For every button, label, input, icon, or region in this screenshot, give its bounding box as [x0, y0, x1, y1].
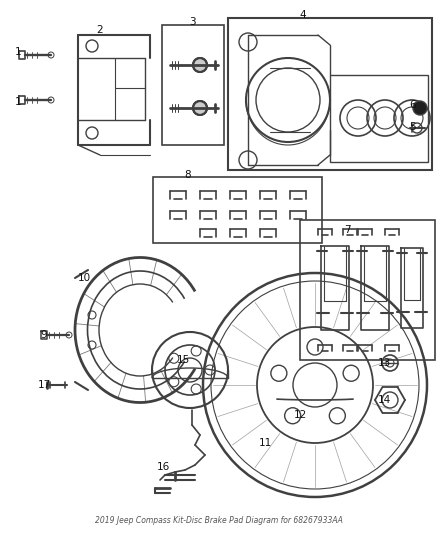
- Text: 11: 11: [258, 438, 272, 448]
- Text: 17: 17: [37, 380, 51, 390]
- Bar: [153, 177, 322, 243]
- Text: 3: 3: [189, 17, 195, 27]
- Text: 6: 6: [410, 100, 416, 110]
- Text: 8: 8: [185, 170, 191, 180]
- Text: 5: 5: [410, 122, 416, 132]
- Circle shape: [193, 58, 207, 72]
- Bar: [300, 220, 435, 360]
- Circle shape: [413, 101, 427, 115]
- Text: 12: 12: [293, 410, 307, 420]
- Text: 16: 16: [156, 462, 170, 472]
- Text: 15: 15: [177, 355, 190, 365]
- Text: 2: 2: [97, 25, 103, 35]
- Text: 13: 13: [378, 358, 391, 368]
- Text: 9: 9: [41, 330, 47, 340]
- Text: 14: 14: [378, 395, 391, 405]
- Text: 10: 10: [78, 273, 91, 283]
- Text: 4: 4: [300, 10, 306, 20]
- Bar: [228, 18, 432, 170]
- Text: 2019 Jeep Compass Kit-Disc Brake Pad Diagram for 68267933AA: 2019 Jeep Compass Kit-Disc Brake Pad Dia…: [95, 516, 343, 525]
- Text: 7: 7: [344, 225, 350, 235]
- Text: 1: 1: [15, 47, 21, 57]
- Bar: [162, 25, 224, 145]
- Bar: [330, 75, 428, 162]
- Circle shape: [193, 101, 207, 115]
- Text: 1: 1: [15, 97, 21, 107]
